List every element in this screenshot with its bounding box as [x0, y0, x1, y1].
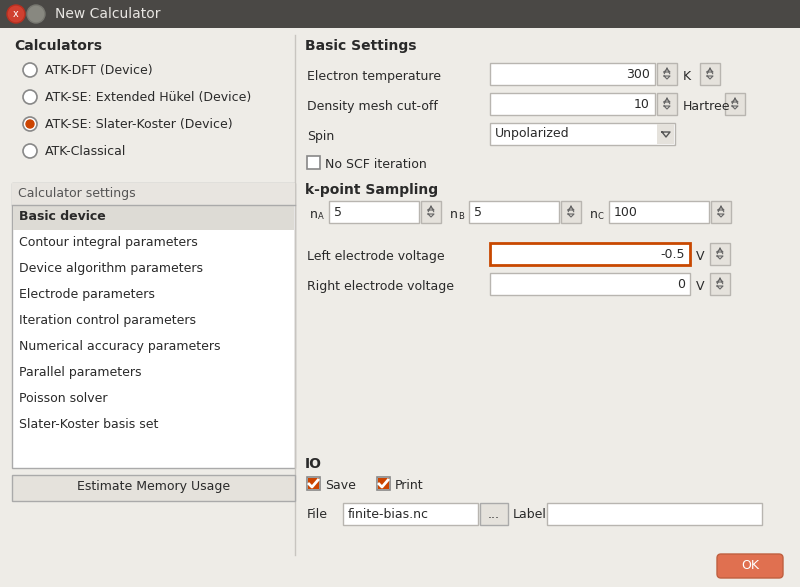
Text: ATK-DFT (Device): ATK-DFT (Device)	[45, 64, 153, 77]
Text: Label: Label	[513, 508, 547, 521]
Bar	[307, 156, 320, 169]
Text: V: V	[696, 280, 705, 293]
Bar	[657, 93, 677, 115]
Bar	[711, 201, 731, 223]
Bar	[710, 243, 730, 265]
Text: 10: 10	[634, 97, 650, 110]
Text: C: C	[598, 212, 604, 221]
Bar	[307, 477, 320, 490]
Text: Basic device: Basic device	[19, 210, 106, 223]
Text: Print: Print	[395, 479, 424, 492]
Text: 0: 0	[677, 278, 685, 291]
Bar	[490, 273, 690, 295]
Text: B: B	[458, 212, 464, 221]
Bar	[308, 478, 319, 489]
Text: n: n	[590, 208, 598, 221]
Text: 5: 5	[334, 205, 342, 218]
Text: OK: OK	[741, 559, 759, 572]
Text: Left electrode voltage: Left electrode voltage	[307, 250, 445, 263]
Text: Unpolarized: Unpolarized	[495, 127, 570, 140]
Text: -0.5: -0.5	[661, 248, 685, 261]
Text: 100: 100	[614, 205, 638, 218]
Text: ATK-SE: Slater-Koster (Device): ATK-SE: Slater-Koster (Device)	[45, 118, 233, 131]
Text: ATK-SE: Extended Hükel (Device): ATK-SE: Extended Hükel (Device)	[45, 91, 251, 104]
Text: 300: 300	[626, 68, 650, 80]
Bar	[12, 475, 295, 501]
Text: No SCF iteration: No SCF iteration	[325, 158, 426, 171]
Circle shape	[23, 90, 37, 104]
Text: Parallel parameters: Parallel parameters	[19, 366, 142, 379]
Text: Device algorithm parameters: Device algorithm parameters	[19, 262, 203, 275]
Text: A: A	[318, 212, 324, 221]
Bar	[490, 123, 675, 145]
Bar	[490, 93, 655, 115]
Bar	[343, 503, 478, 525]
Text: ATK-Classical: ATK-Classical	[45, 145, 126, 158]
Bar	[657, 63, 677, 85]
Bar	[480, 503, 508, 525]
Bar	[0, 0, 800, 28]
Text: Density mesh cut-off: Density mesh cut-off	[307, 100, 438, 113]
Text: finite-bias.nc: finite-bias.nc	[348, 508, 429, 521]
Bar	[469, 201, 559, 223]
Text: k-point Sampling: k-point Sampling	[305, 183, 438, 197]
Text: Calculator settings: Calculator settings	[18, 187, 136, 200]
Text: V: V	[696, 250, 705, 263]
Text: Estimate Memory Usage: Estimate Memory Usage	[77, 480, 230, 493]
Circle shape	[23, 117, 37, 131]
Text: ...: ...	[488, 508, 500, 521]
Bar	[700, 63, 720, 85]
Text: n: n	[310, 208, 318, 221]
Bar	[377, 477, 390, 490]
Bar	[657, 124, 674, 144]
Bar	[378, 478, 389, 489]
Circle shape	[26, 120, 34, 128]
Text: IO: IO	[305, 457, 322, 471]
Text: Hartree: Hartree	[683, 100, 730, 113]
Text: 5: 5	[474, 205, 482, 218]
Bar	[725, 93, 745, 115]
Bar	[421, 201, 441, 223]
Text: Calculators: Calculators	[14, 39, 102, 53]
Bar	[12, 183, 295, 205]
Text: File: File	[307, 508, 328, 521]
Circle shape	[23, 144, 37, 158]
Text: New Calculator: New Calculator	[55, 7, 161, 21]
Text: Poisson solver: Poisson solver	[19, 392, 107, 405]
Bar	[13, 205, 294, 230]
Bar	[490, 63, 655, 85]
Bar	[329, 201, 419, 223]
Bar	[490, 243, 690, 265]
Text: Iteration control parameters: Iteration control parameters	[19, 314, 196, 327]
Bar	[561, 201, 581, 223]
Text: Right electrode voltage: Right electrode voltage	[307, 280, 454, 293]
Text: Contour integral parameters: Contour integral parameters	[19, 236, 198, 249]
Text: Basic Settings: Basic Settings	[305, 39, 417, 53]
Text: Electrode parameters: Electrode parameters	[19, 288, 155, 301]
Text: Slater-Koster basis set: Slater-Koster basis set	[19, 418, 158, 431]
Circle shape	[7, 5, 25, 23]
Text: n: n	[450, 208, 458, 221]
FancyBboxPatch shape	[717, 554, 783, 578]
Bar	[710, 273, 730, 295]
Text: Save: Save	[325, 479, 356, 492]
Circle shape	[27, 5, 45, 23]
Bar	[547, 503, 762, 525]
Text: Spin: Spin	[307, 130, 334, 143]
Text: Numerical accuracy parameters: Numerical accuracy parameters	[19, 340, 221, 353]
Bar	[609, 201, 709, 223]
Text: x: x	[13, 9, 19, 19]
Bar	[12, 183, 295, 468]
Text: K: K	[683, 70, 691, 83]
Text: Electron temperature: Electron temperature	[307, 70, 441, 83]
Circle shape	[23, 63, 37, 77]
